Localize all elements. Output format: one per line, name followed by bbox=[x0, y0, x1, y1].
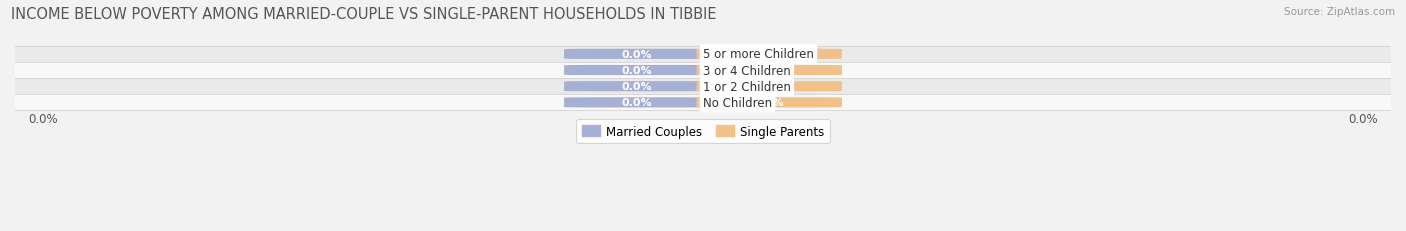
Text: 0.0%: 0.0% bbox=[1348, 113, 1378, 126]
Text: 0.0%: 0.0% bbox=[754, 82, 785, 92]
Text: 0.0%: 0.0% bbox=[754, 50, 785, 60]
Text: 1 or 2 Children: 1 or 2 Children bbox=[703, 80, 790, 93]
FancyBboxPatch shape bbox=[564, 82, 710, 92]
Text: 0.0%: 0.0% bbox=[621, 66, 652, 76]
Text: 3 or 4 Children: 3 or 4 Children bbox=[703, 64, 790, 77]
FancyBboxPatch shape bbox=[696, 66, 842, 76]
FancyBboxPatch shape bbox=[1, 63, 1405, 79]
FancyBboxPatch shape bbox=[564, 98, 710, 108]
Text: 0.0%: 0.0% bbox=[621, 50, 652, 60]
FancyBboxPatch shape bbox=[696, 82, 842, 92]
Text: 0.0%: 0.0% bbox=[621, 82, 652, 92]
Text: 0.0%: 0.0% bbox=[754, 98, 785, 108]
Text: 0.0%: 0.0% bbox=[28, 113, 58, 126]
Text: Source: ZipAtlas.com: Source: ZipAtlas.com bbox=[1284, 7, 1395, 17]
FancyBboxPatch shape bbox=[564, 66, 710, 76]
FancyBboxPatch shape bbox=[1, 79, 1405, 95]
FancyBboxPatch shape bbox=[696, 50, 842, 60]
Legend: Married Couples, Single Parents: Married Couples, Single Parents bbox=[576, 119, 830, 144]
Text: 5 or more Children: 5 or more Children bbox=[703, 48, 814, 61]
Text: No Children: No Children bbox=[703, 96, 772, 109]
FancyBboxPatch shape bbox=[1, 95, 1405, 111]
Text: 0.0%: 0.0% bbox=[621, 98, 652, 108]
FancyBboxPatch shape bbox=[696, 98, 842, 108]
Text: INCOME BELOW POVERTY AMONG MARRIED-COUPLE VS SINGLE-PARENT HOUSEHOLDS IN TIBBIE: INCOME BELOW POVERTY AMONG MARRIED-COUPL… bbox=[11, 7, 717, 22]
FancyBboxPatch shape bbox=[1, 46, 1405, 63]
Text: 0.0%: 0.0% bbox=[754, 66, 785, 76]
FancyBboxPatch shape bbox=[564, 50, 710, 60]
